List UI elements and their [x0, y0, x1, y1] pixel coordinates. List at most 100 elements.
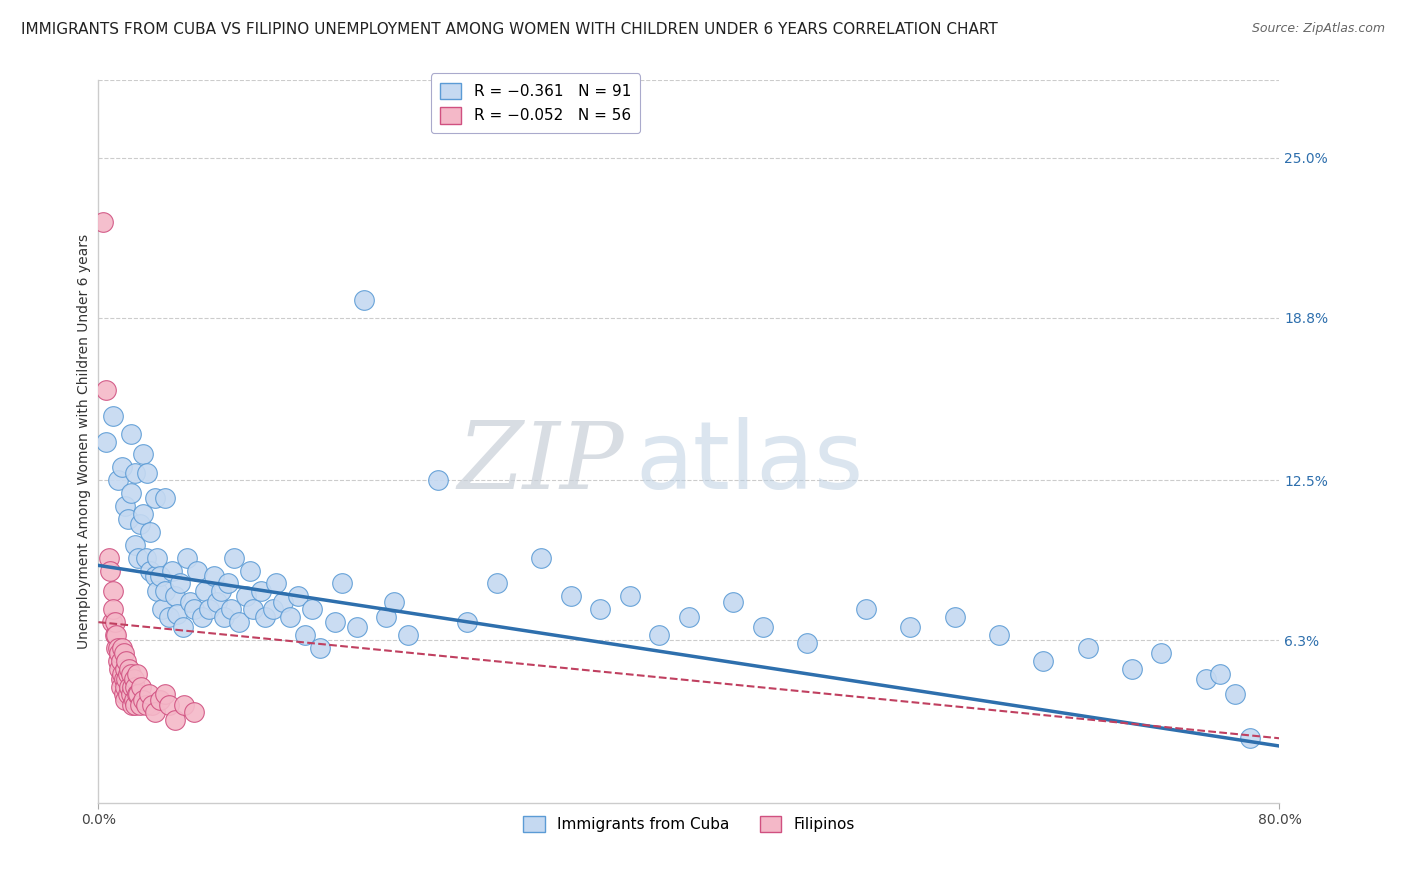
Point	[183, 706, 205, 720]
Point	[165, 713, 187, 727]
Point	[132, 692, 155, 706]
Point	[250, 584, 273, 599]
Point	[91, 215, 114, 229]
Point	[143, 491, 166, 506]
Point	[943, 610, 966, 624]
Point	[353, 293, 375, 307]
Point	[1150, 646, 1173, 660]
Point	[94, 383, 117, 397]
Point	[115, 672, 138, 686]
Point	[117, 687, 139, 701]
Point	[104, 628, 127, 642]
Point	[117, 512, 139, 526]
Point	[103, 602, 125, 616]
Point	[619, 590, 641, 604]
Point	[143, 706, 166, 720]
Point	[138, 687, 160, 701]
Point	[186, 564, 208, 578]
Point	[375, 610, 398, 624]
Point	[120, 426, 142, 441]
Legend: Immigrants from Cuba, Filipinos: Immigrants from Cuba, Filipinos	[517, 810, 860, 838]
Point	[121, 698, 143, 712]
Point	[124, 680, 146, 694]
Point	[115, 654, 138, 668]
Point	[135, 698, 157, 712]
Point	[323, 615, 346, 630]
Point	[110, 680, 132, 694]
Point	[149, 568, 172, 582]
Point	[107, 640, 129, 655]
Point	[176, 550, 198, 565]
Point	[98, 564, 121, 578]
Point	[105, 640, 128, 655]
Point	[122, 672, 145, 686]
Point	[124, 466, 146, 480]
Point	[129, 680, 152, 694]
Point	[382, 594, 405, 608]
Point	[1121, 662, 1143, 676]
Point	[172, 620, 194, 634]
Point	[1195, 672, 1218, 686]
Point	[118, 680, 141, 694]
Point	[198, 602, 221, 616]
Point	[125, 666, 148, 681]
Point	[796, 636, 818, 650]
Point	[212, 610, 235, 624]
Point	[157, 610, 180, 624]
Point	[103, 584, 125, 599]
Point	[1209, 666, 1232, 681]
Point	[1077, 640, 1099, 655]
Point	[988, 628, 1011, 642]
Point	[752, 620, 775, 634]
Point	[346, 620, 368, 634]
Point	[120, 687, 142, 701]
Point	[157, 698, 180, 712]
Point	[1032, 654, 1054, 668]
Point	[132, 447, 155, 461]
Point	[117, 666, 139, 681]
Point	[309, 640, 332, 655]
Point	[111, 666, 134, 681]
Point	[107, 473, 129, 487]
Point	[97, 550, 120, 565]
Point	[127, 687, 149, 701]
Point	[127, 550, 149, 565]
Point	[153, 687, 176, 701]
Point	[112, 646, 135, 660]
Text: ZIP: ZIP	[457, 418, 624, 508]
Point	[194, 584, 217, 599]
Point	[280, 610, 302, 624]
Point	[128, 517, 150, 532]
Point	[648, 628, 671, 642]
Point	[530, 550, 553, 565]
Point	[128, 698, 150, 712]
Point	[143, 568, 166, 582]
Point	[228, 615, 250, 630]
Point	[136, 466, 159, 480]
Point	[217, 576, 239, 591]
Point	[165, 590, 187, 604]
Point	[153, 491, 176, 506]
Point	[560, 590, 582, 604]
Point	[139, 524, 162, 539]
Point	[125, 687, 148, 701]
Point	[224, 550, 246, 565]
Point	[121, 680, 143, 694]
Point	[162, 564, 183, 578]
Point	[112, 672, 135, 686]
Point	[209, 584, 232, 599]
Point	[678, 610, 700, 624]
Point	[135, 550, 157, 565]
Point	[111, 640, 134, 655]
Point	[264, 576, 287, 591]
Point	[254, 610, 277, 624]
Point	[239, 564, 262, 578]
Point	[589, 602, 612, 616]
Point	[118, 662, 141, 676]
Text: Source: ZipAtlas.com: Source: ZipAtlas.com	[1251, 22, 1385, 36]
Point	[242, 602, 264, 616]
Point	[108, 662, 131, 676]
Point	[149, 692, 172, 706]
Point	[114, 499, 136, 513]
Point	[100, 615, 122, 630]
